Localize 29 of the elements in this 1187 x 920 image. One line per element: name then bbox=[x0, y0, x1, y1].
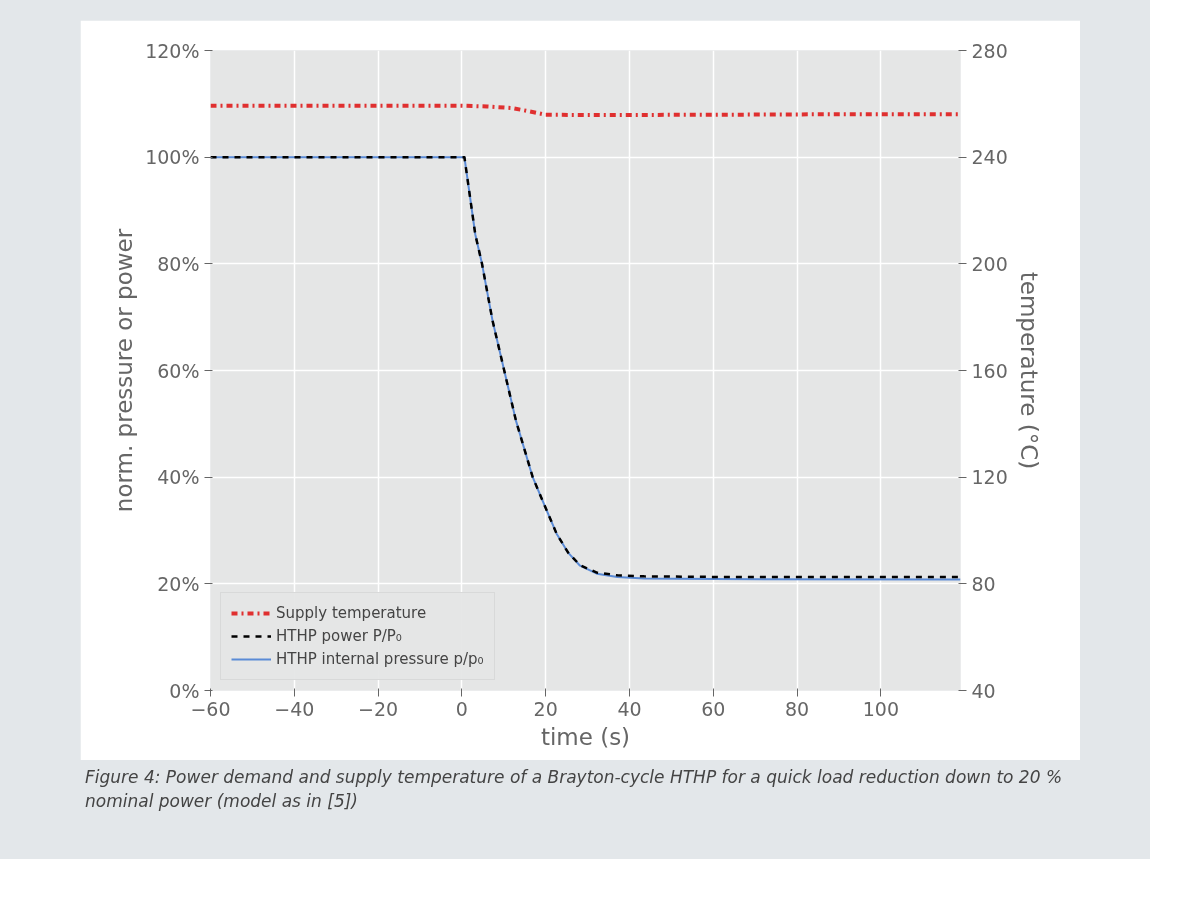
y2-tick-label: 200 bbox=[971, 252, 1008, 275]
y2-tick-label: 120 bbox=[971, 466, 1008, 489]
x-tick-label: 60 bbox=[701, 697, 726, 720]
x-tick-label: 80 bbox=[785, 697, 810, 720]
y2-tick-label: 40 bbox=[971, 679, 996, 702]
y2-tick-label: 240 bbox=[971, 146, 1008, 169]
y2-axis-title: temperature (°C) bbox=[1015, 271, 1042, 470]
legend-label: Supply temperature bbox=[276, 604, 427, 622]
x-tick-label: −40 bbox=[274, 697, 315, 720]
line-series bbox=[210, 103, 961, 118]
y2-tick-label: 80 bbox=[971, 572, 996, 595]
x-tick-label: 100 bbox=[862, 697, 900, 720]
y-tick-label: 20% bbox=[157, 572, 200, 595]
y-axis-title: norm. pressure or power bbox=[111, 228, 138, 513]
y-tick-label: 80% bbox=[157, 252, 200, 275]
x-tick-label: −20 bbox=[358, 697, 399, 720]
x-axis-title: time (s) bbox=[540, 723, 631, 750]
x-tick-label: 0 bbox=[455, 697, 468, 720]
y-tick-label: 60% bbox=[157, 359, 200, 382]
x-tick-label: 20 bbox=[533, 697, 558, 720]
y-tick-label: 40% bbox=[157, 466, 200, 489]
y-tick-label: 100% bbox=[145, 146, 200, 169]
y2-tick-label: 280 bbox=[971, 39, 1008, 62]
y-tick-label: 120% bbox=[145, 39, 200, 62]
legend-label: HTHP internal pressure p/p₀ bbox=[276, 650, 484, 668]
y2-tick-label: 160 bbox=[971, 359, 1008, 382]
caption: Figure 4: Power demand and supply temperature of a Brayton-cycle HTHP for a quick load reduction down to 20 % nominal power (model as in [5]) bbox=[85, 766, 1064, 814]
x-tick-label: 40 bbox=[617, 697, 642, 720]
legend-label: HTHP power P/P₀ bbox=[276, 627, 402, 645]
